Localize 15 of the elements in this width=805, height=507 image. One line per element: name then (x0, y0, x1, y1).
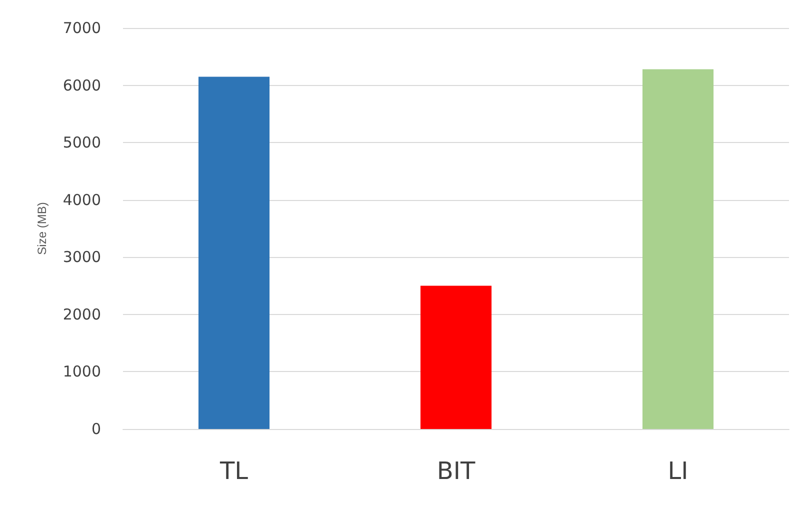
bar (198, 76, 270, 429)
y-tick-label: 1000 (62, 362, 101, 381)
y-tick-label: 3000 (62, 248, 101, 266)
x-tick-label: TL (218, 457, 249, 485)
y-axis-title: Size (MB) (35, 202, 49, 255)
y-tick-label: 0 (91, 420, 101, 438)
bar (642, 69, 714, 429)
y-tick-label: 5000 (62, 134, 101, 152)
y-tick-label: 7000 (62, 19, 101, 37)
y-tick-label: 2000 (62, 305, 101, 324)
y-tick-label: 6000 (62, 76, 101, 94)
x-tick-label: LI (668, 457, 688, 485)
bar (420, 286, 492, 429)
x-tick-label: BIT (436, 457, 476, 485)
y-tick-label: 4000 (62, 190, 101, 209)
